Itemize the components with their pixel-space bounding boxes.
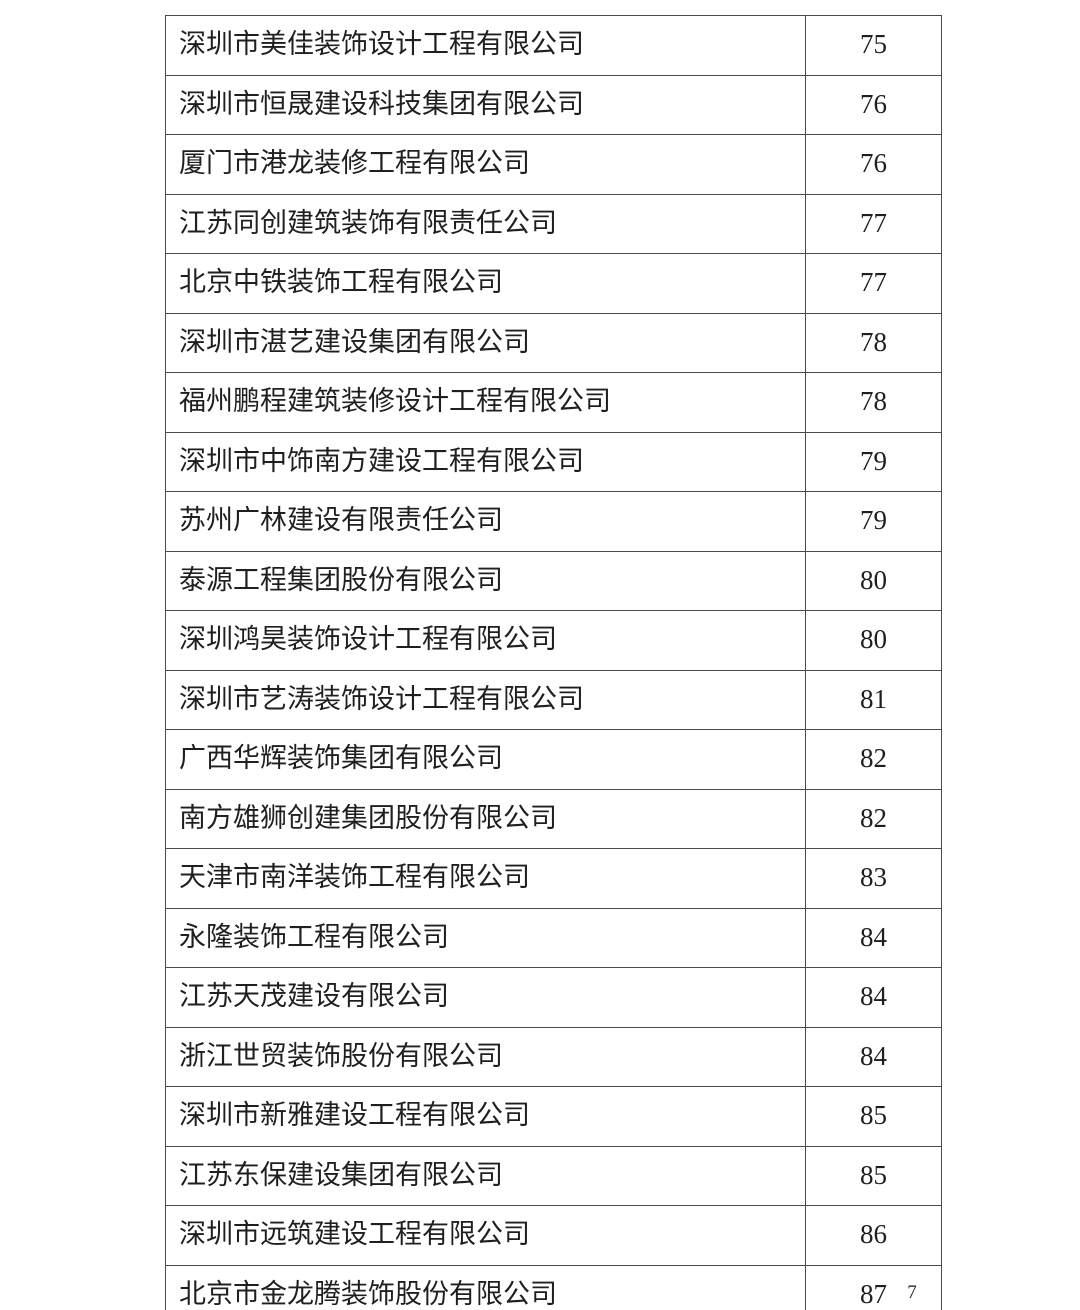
score-cell: 78 [805, 312, 942, 373]
score-cell: 79 [805, 431, 942, 492]
company-name-cell: 泰源工程集团股份有限公司 [165, 550, 806, 611]
table-row: 南方雄狮创建集团股份有限公司 82 [165, 788, 942, 849]
company-name-cell: 深圳市远筑建设工程有限公司 [165, 1205, 806, 1266]
table-row: 深圳鸿昊装饰设计工程有限公司 80 [165, 610, 942, 671]
company-name-cell: 深圳市美佳装饰设计工程有限公司 [165, 15, 806, 76]
company-name-cell: 天津市南洋装饰工程有限公司 [165, 848, 806, 909]
score-cell: 84 [805, 907, 942, 968]
company-name-cell: 苏州广林建设有限责任公司 [165, 491, 806, 552]
table-row: 浙江世贸装饰股份有限公司 84 [165, 1026, 942, 1087]
score-cell: 79 [805, 491, 942, 552]
company-score-table: 深圳市美佳装饰设计工程有限公司 75 深圳市恒晟建设科技集团有限公司 76 厦门… [165, 15, 942, 1310]
company-name-cell: 深圳市中饰南方建设工程有限公司 [165, 431, 806, 492]
table-row: 天津市南洋装饰工程有限公司 83 [165, 848, 942, 909]
score-cell: 80 [805, 610, 942, 671]
score-cell: 78 [805, 372, 942, 433]
company-name-cell: 深圳市恒晟建设科技集团有限公司 [165, 74, 806, 135]
company-name-cell: 深圳市艺涛装饰设计工程有限公司 [165, 669, 806, 730]
table-body: 深圳市美佳装饰设计工程有限公司 75 深圳市恒晟建设科技集团有限公司 76 厦门… [165, 15, 942, 1310]
table-row: 深圳市艺涛装饰设计工程有限公司 81 [165, 669, 942, 730]
table-row: 厦门市港龙装修工程有限公司 76 [165, 134, 942, 195]
table-row: 广西华辉装饰集团有限公司 82 [165, 729, 942, 790]
score-cell: 85 [805, 1145, 942, 1206]
company-name-cell: 深圳鸿昊装饰设计工程有限公司 [165, 610, 806, 671]
company-name-cell: 江苏同创建筑装饰有限责任公司 [165, 193, 806, 254]
table-row: 福州鹏程建筑装修设计工程有限公司 78 [165, 372, 942, 433]
table-row: 深圳市恒晟建设科技集团有限公司 76 [165, 74, 942, 135]
score-cell: 75 [805, 15, 942, 76]
score-cell: 77 [805, 193, 942, 254]
company-name-cell: 浙江世贸装饰股份有限公司 [165, 1026, 806, 1087]
table-row: 深圳市远筑建设工程有限公司 86 [165, 1205, 942, 1266]
company-name-cell: 深圳市湛艺建设集团有限公司 [165, 312, 806, 373]
company-name-cell: 北京市金龙腾装饰股份有限公司 [165, 1264, 806, 1310]
score-cell: 85 [805, 1086, 942, 1147]
company-name-cell: 北京中铁装饰工程有限公司 [165, 253, 806, 314]
table-row: 江苏东保建设集团有限公司 85 [165, 1145, 942, 1206]
score-cell: 82 [805, 729, 942, 790]
score-cell: 86 [805, 1205, 942, 1266]
table-row: 深圳市美佳装饰设计工程有限公司 75 [165, 15, 942, 76]
table-row: 苏州广林建设有限责任公司 79 [165, 491, 942, 552]
company-name-cell: 永隆装饰工程有限公司 [165, 907, 806, 968]
score-cell: 87 [805, 1264, 942, 1310]
score-cell: 84 [805, 1026, 942, 1087]
company-name-cell: 福州鹏程建筑装修设计工程有限公司 [165, 372, 806, 433]
table-row: 江苏同创建筑装饰有限责任公司 77 [165, 193, 942, 254]
company-name-cell: 深圳市新雅建设工程有限公司 [165, 1086, 806, 1147]
table-row: 永隆装饰工程有限公司 84 [165, 907, 942, 968]
score-cell: 81 [805, 669, 942, 730]
table-row: 深圳市中饰南方建设工程有限公司 79 [165, 431, 942, 492]
company-name-cell: 厦门市港龙装修工程有限公司 [165, 134, 806, 195]
score-cell: 76 [805, 134, 942, 195]
company-name-cell: 江苏东保建设集团有限公司 [165, 1145, 806, 1206]
score-cell: 80 [805, 550, 942, 611]
score-cell: 76 [805, 74, 942, 135]
table-row: 北京市金龙腾装饰股份有限公司 87 [165, 1264, 942, 1310]
score-cell: 83 [805, 848, 942, 909]
table-row: 泰源工程集团股份有限公司 80 [165, 550, 942, 611]
company-name-cell: 江苏天茂建设有限公司 [165, 967, 806, 1028]
score-cell: 77 [805, 253, 942, 314]
page-number: 7 [907, 1282, 917, 1303]
score-cell: 84 [805, 967, 942, 1028]
table-row: 江苏天茂建设有限公司 84 [165, 967, 942, 1028]
table-row: 深圳市湛艺建设集团有限公司 78 [165, 312, 942, 373]
table-row: 北京中铁装饰工程有限公司 77 [165, 253, 942, 314]
company-name-cell: 南方雄狮创建集团股份有限公司 [165, 788, 806, 849]
table-row: 深圳市新雅建设工程有限公司 85 [165, 1086, 942, 1147]
company-name-cell: 广西华辉装饰集团有限公司 [165, 729, 806, 790]
score-cell: 82 [805, 788, 942, 849]
